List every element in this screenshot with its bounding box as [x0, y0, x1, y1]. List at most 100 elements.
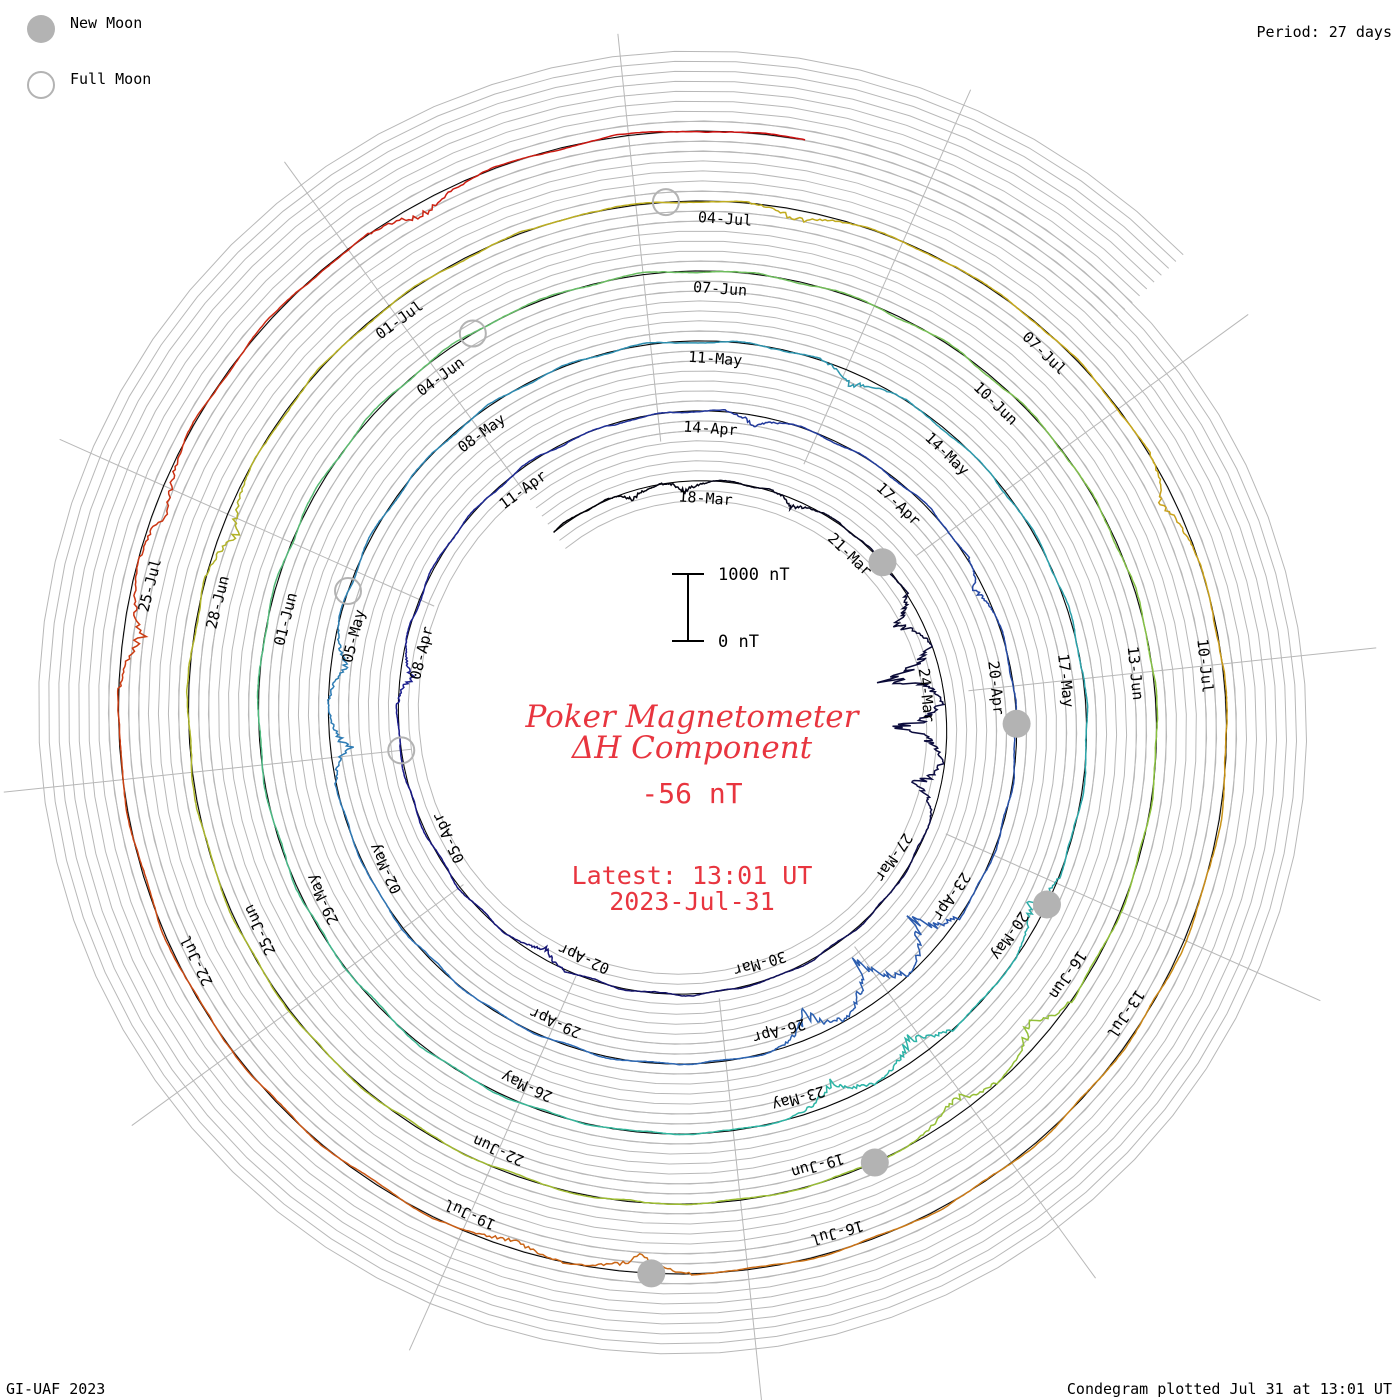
h-component-trace [553, 502, 600, 533]
grid-spiral [68, 80, 1278, 1325]
full-moon-marker [458, 319, 487, 348]
h-component-trace [672, 1056, 753, 1066]
h-component-trace [886, 1169, 1002, 1234]
h-component-trace [911, 758, 945, 818]
grid-spoke [59, 438, 435, 607]
h-component-trace [376, 1098, 477, 1161]
h-component-trace [475, 1159, 587, 1197]
h-component-trace [695, 982, 759, 997]
full-moon-legend-label: Full Moon [70, 70, 152, 88]
h-component-trace [579, 341, 666, 361]
h-component-trace [326, 680, 354, 764]
h-component-trace [1151, 666, 1159, 778]
h-component-trace [892, 699, 946, 760]
h-component-trace [703, 270, 810, 287]
h-component-trace [530, 201, 651, 230]
grid-spoke [945, 833, 1321, 1002]
latest-date: 2023-Jul-31 [609, 887, 775, 916]
date-tick-label: 05-May [338, 608, 369, 665]
h-component-trace [666, 409, 740, 418]
h-component-trace [145, 878, 200, 1000]
h-component-trace [168, 371, 230, 492]
date-tick-label: 20-Apr [984, 660, 1008, 716]
h-component-trace [937, 866, 989, 927]
new-moon-marker [1002, 709, 1031, 738]
date-tick-label: 27-Mar [871, 830, 916, 885]
latest-time: Latest: 13:01 UT [572, 861, 813, 890]
h-component-trace [893, 236, 1004, 298]
new-moon-marker [637, 1259, 666, 1288]
date-tick-label: 11-Apr [496, 467, 550, 513]
date-tick-label: 05-Apr [428, 810, 468, 867]
h-component-trace [334, 597, 349, 682]
date-tick-label: 14-Apr [683, 418, 738, 440]
h-component-trace [751, 1007, 825, 1058]
h-component-trace [865, 872, 907, 922]
h-component-trace [120, 749, 148, 880]
h-component-trace [763, 487, 817, 513]
h-component-trace [353, 844, 395, 919]
h-component-trace [760, 1231, 888, 1268]
date-tick-label: 17-May [1054, 653, 1078, 709]
h-component-trace [1095, 976, 1170, 1084]
h-component-trace [904, 817, 932, 874]
h-component-trace [815, 920, 867, 959]
date-tick-label: 24-Mar [915, 667, 939, 723]
h-component-trace [291, 453, 343, 546]
h-component-trace [595, 411, 667, 430]
h-component-trace [1212, 728, 1228, 856]
grid-spoke [803, 89, 972, 465]
new-moon-legend-label: New Moon [70, 14, 143, 32]
h-component-trace [498, 282, 599, 320]
grid-spiral [98, 110, 1248, 1295]
h-component-trace [909, 322, 999, 386]
h-component-trace [500, 359, 580, 399]
h-component-trace [558, 130, 695, 151]
plotted-timestamp: Condegram plotted Jul 31 at 13:01 UT [1066, 1380, 1392, 1398]
h-component-trace [256, 643, 265, 747]
h-component-trace [334, 763, 356, 846]
h-component-trace [1094, 380, 1162, 488]
h-component-trace [1122, 560, 1153, 668]
date-tick-label: 25-Jul [135, 557, 166, 614]
h-component-trace [435, 149, 560, 207]
h-component-trace [401, 768, 426, 835]
h-component-trace [971, 574, 1006, 643]
h-component-trace [599, 486, 654, 504]
credit-label: GI-UAF 2023 [6, 1380, 106, 1398]
h-component-trace [665, 340, 754, 345]
period-label: Period: 27 days [1256, 23, 1392, 41]
date-tick-label: 21-Mar [824, 529, 875, 580]
h-component-trace [839, 1034, 920, 1090]
h-component-trace [1071, 464, 1125, 562]
date-tick-label: 02-May [365, 840, 405, 897]
h-component-trace [652, 481, 709, 495]
h-component-trace [654, 1125, 753, 1136]
h-component-trace [753, 342, 839, 371]
h-component-trace [987, 793, 1013, 868]
h-component-trace [381, 1185, 504, 1240]
h-component-trace [510, 936, 568, 974]
h-component-trace [1040, 810, 1080, 899]
new-moon-marker [860, 1148, 889, 1177]
h-component-trace [340, 377, 413, 455]
grid-spiral [78, 90, 1268, 1315]
h-component-trace [1157, 487, 1212, 604]
new-moon-legend-icon [27, 15, 55, 43]
h-component-trace [918, 981, 999, 1039]
new-moon-marker [1032, 890, 1061, 919]
full-moon-legend-icon [27, 71, 55, 99]
h-component-trace [758, 957, 817, 984]
new-moon-marker [868, 548, 897, 577]
grid-spoke [854, 946, 1096, 1279]
h-component-trace [116, 617, 149, 750]
latest-value: -56 nT [641, 777, 742, 810]
h-component-trace [319, 204, 437, 274]
trace-layer [116, 130, 1228, 1276]
h-component-trace [186, 567, 211, 686]
date-tick-label: 23-Apr [929, 869, 974, 924]
h-component-trace [876, 642, 942, 701]
h-component-trace [650, 200, 774, 210]
h-component-trace [1209, 602, 1228, 729]
date-tick-label: 28-Jun [202, 574, 233, 631]
